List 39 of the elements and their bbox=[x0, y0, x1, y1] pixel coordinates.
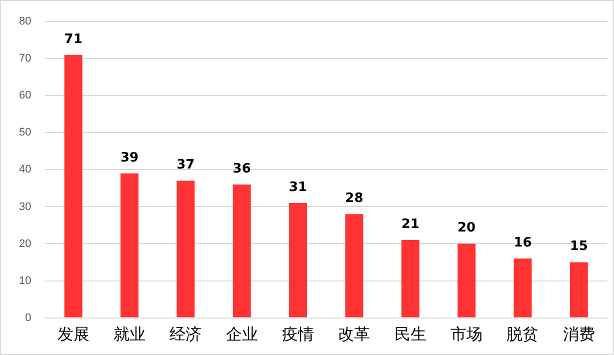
y-tick-label: 0 bbox=[25, 312, 32, 324]
x-tick-label: 消费 bbox=[562, 324, 595, 344]
y-tick-label: 80 bbox=[18, 16, 32, 28]
y-tick-label: 50 bbox=[18, 126, 32, 139]
y-tick-label: 20 bbox=[18, 238, 32, 250]
bar bbox=[64, 54, 82, 318]
x-tick-label: 市场 bbox=[450, 324, 483, 344]
bar bbox=[458, 244, 476, 318]
data-label: 21 bbox=[401, 216, 420, 232]
x-tick-label: 经济 bbox=[170, 324, 202, 344]
x-tick-label: 民生 bbox=[394, 324, 426, 344]
x-tick-label: 改革 bbox=[338, 324, 370, 344]
y-tick-label: 30 bbox=[18, 200, 32, 213]
data-label: 71 bbox=[64, 32, 82, 47]
data-label: 28 bbox=[345, 191, 364, 206]
bar bbox=[176, 180, 195, 318]
data-label: 36 bbox=[232, 161, 251, 176]
data-label: 39 bbox=[120, 150, 139, 166]
x-tick-label: 脱贫 bbox=[506, 324, 539, 344]
bar bbox=[289, 203, 308, 318]
x-tick-label: 疫情 bbox=[282, 324, 314, 344]
data-label: 31 bbox=[288, 180, 308, 195]
y-tick-label: 10 bbox=[18, 274, 32, 287]
bar bbox=[120, 173, 138, 318]
x-tick-label: 企业 bbox=[226, 324, 258, 344]
data-label: 16 bbox=[514, 235, 532, 250]
bar bbox=[401, 240, 420, 318]
y-tick-label: 70 bbox=[18, 52, 32, 65]
bar bbox=[345, 214, 364, 318]
bar bbox=[232, 184, 251, 318]
data-label: 20 bbox=[458, 220, 476, 236]
bar bbox=[514, 258, 532, 318]
x-tick-label: 就业 bbox=[114, 324, 146, 344]
bar bbox=[570, 262, 588, 318]
data-label: 37 bbox=[176, 158, 195, 173]
y-tick-label: 60 bbox=[18, 90, 32, 102]
data-label: 15 bbox=[570, 239, 588, 254]
y-tick-label: 40 bbox=[18, 164, 32, 176]
x-tick-label: 发展 bbox=[57, 324, 90, 344]
